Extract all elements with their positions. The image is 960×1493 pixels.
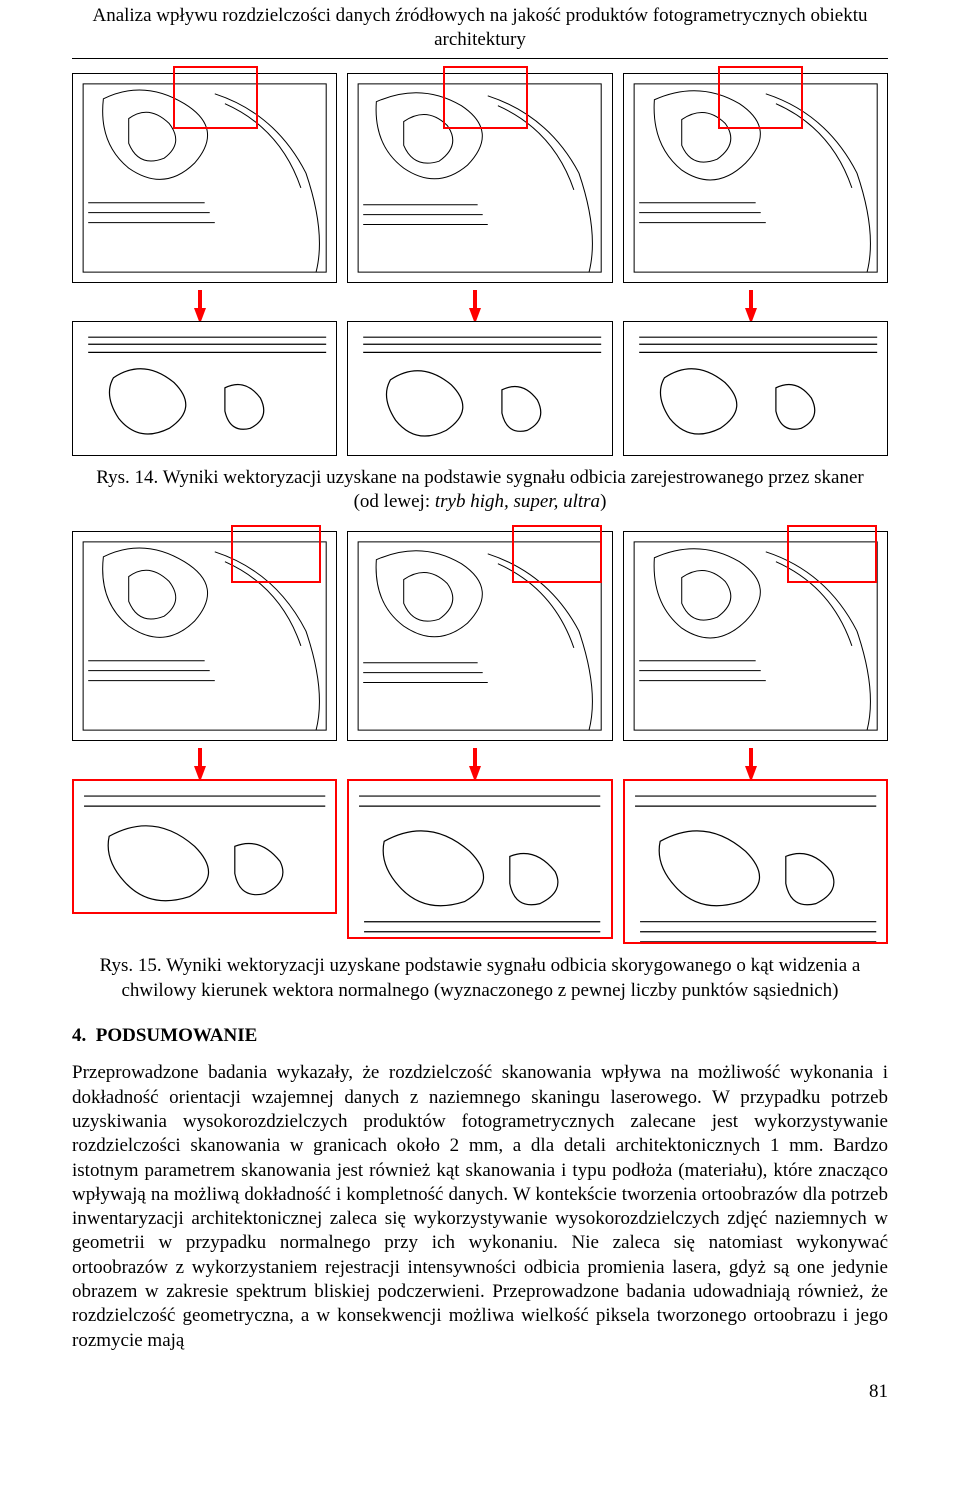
fig14-panel-2-image [347, 73, 612, 283]
fig14-zoom-2 [347, 321, 612, 456]
fig14-caption-line2-suffix: ) [600, 491, 606, 512]
fig14-caption-line2-prefix: (od lewej: [354, 491, 435, 512]
fig15-zoom-2-image [347, 779, 612, 939]
fig14-caption-line1: Rys. 14. Wyniki wektoryzacji uzyskane na… [96, 467, 864, 488]
header-line1: Analiza wpływu rozdzielczości danych źró… [92, 5, 867, 26]
fig14-zoom-3-image [623, 321, 888, 456]
header-line2: architektury [434, 29, 526, 50]
fig15-top-row [72, 531, 888, 741]
fig14-panel-2 [347, 73, 612, 283]
fig15-zoom-1-image [72, 779, 337, 914]
fig14-zoom-row [72, 321, 888, 456]
fig15-zoom-3-image [623, 779, 888, 944]
fig15-zoom-2 [347, 779, 612, 944]
section-number: 4. [72, 1025, 86, 1046]
fig14-zoom-2-image [347, 321, 612, 456]
page: Analiza wpływu rozdzielczości danych źró… [0, 0, 960, 1433]
fig15-panel-1 [72, 531, 337, 741]
fig14-panel-1-image [72, 73, 337, 283]
fig14-caption: Rys. 14. Wyniki wektoryzacji uzyskane na… [72, 466, 888, 515]
fig14-caption-italic: tryb high, super, ultra [435, 491, 600, 512]
fig15-caption-text: Rys. 15. Wyniki wektoryzacji uzyskane po… [100, 955, 861, 1001]
fig14-zoom-1 [72, 321, 337, 456]
section-heading: 4. PODSUMOWANIE [72, 1025, 888, 1047]
fig15-panel-2-image [347, 531, 612, 741]
page-number: 81 [72, 1381, 888, 1403]
fig15-zoom-row [72, 779, 888, 944]
fig15-panel-1-image [72, 531, 337, 741]
fig15-panel-3 [623, 531, 888, 741]
fig14-top-row [72, 73, 888, 283]
fig14-panel-3 [623, 73, 888, 283]
fig14-zoom-1-image [72, 321, 337, 456]
fig15-caption: Rys. 15. Wyniki wektoryzacji uzyskane po… [72, 954, 888, 1003]
fig15-zoom-1 [72, 779, 337, 944]
fig15-panel-2 [347, 531, 612, 741]
fig14-zoom-3 [623, 321, 888, 456]
fig14-panel-1 [72, 73, 337, 283]
summary-paragraph: Przeprowadzone badania wykazały, że rozd… [72, 1061, 888, 1353]
fig15-zoom-3 [623, 779, 888, 944]
running-header: Analiza wpływu rozdzielczości danych źró… [72, 0, 888, 59]
fig15-panel-3-image [623, 531, 888, 741]
fig14-panel-3-image [623, 73, 888, 283]
section-title: PODSUMOWANIE [96, 1025, 258, 1046]
